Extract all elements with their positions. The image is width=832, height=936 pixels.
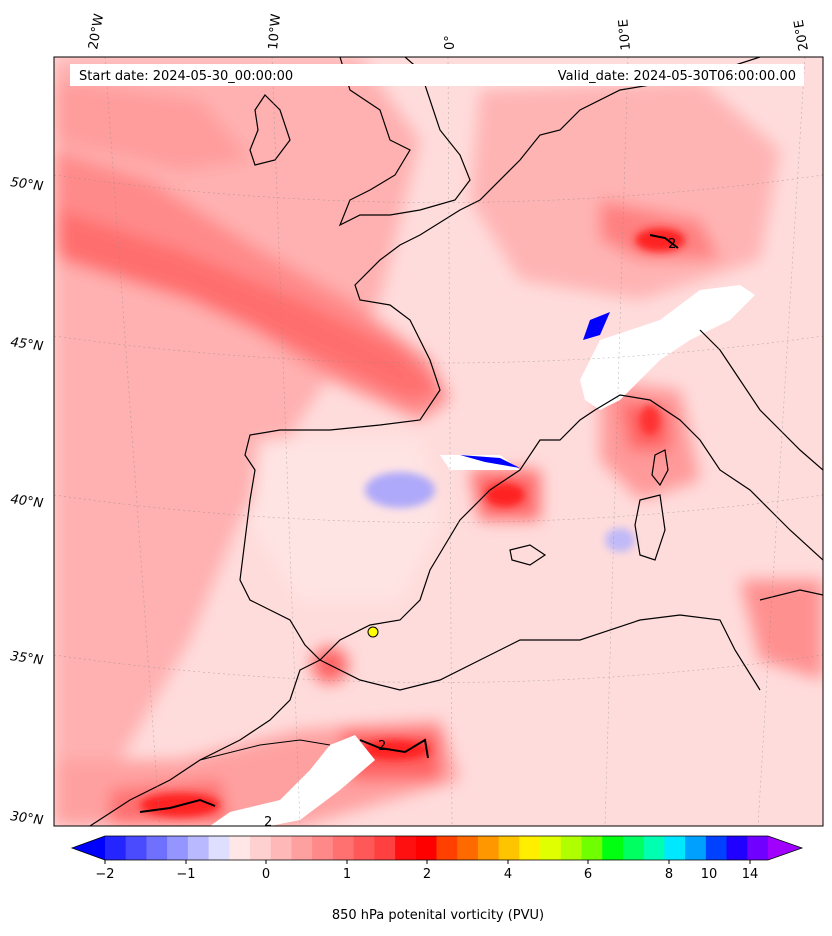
colorbar-cell xyxy=(105,836,127,860)
grid-lat-35 xyxy=(54,654,823,683)
colorbar-tick-label: 14 xyxy=(742,867,759,882)
colorbar-tick-label: −1 xyxy=(176,867,195,882)
grid-lon-10e xyxy=(604,57,629,826)
colorbar-cell xyxy=(312,836,334,860)
north-africa-med-coast xyxy=(319,614,761,691)
colorbar-cell xyxy=(436,836,458,860)
lon-label: 10°W xyxy=(266,13,284,50)
colorbar-cell xyxy=(477,836,500,860)
grid-lon-20e xyxy=(757,57,806,826)
sardinia-coast xyxy=(634,494,666,561)
colorbar-cell xyxy=(208,836,230,860)
colorbar-cell xyxy=(353,836,375,860)
grid-lon-10w xyxy=(271,57,301,826)
africa-border xyxy=(199,739,331,761)
colorbar-cell xyxy=(747,836,769,860)
header-box xyxy=(70,64,804,86)
masked-terrain xyxy=(210,285,755,826)
colorbar-tick-label: 10 xyxy=(701,867,718,882)
colorbar-ticks: −2 −1 0 1 2 4 6 8 10 14 xyxy=(95,860,758,882)
colorbar-cell xyxy=(125,836,147,860)
pv2-contours xyxy=(139,234,679,813)
colorbar-cell xyxy=(519,836,541,860)
valid-date-label: Valid_date: 2024-05-30T06:00:00.00 xyxy=(558,69,796,84)
pv2-contour-sw xyxy=(139,798,216,813)
colorbar-tick-label: 1 xyxy=(343,867,351,882)
colorbar-tick-label: 6 xyxy=(584,867,592,882)
lat-label: 50°N xyxy=(9,175,44,194)
lat-label: 35°N xyxy=(9,649,44,668)
coastlines xyxy=(89,57,823,826)
lon-label: 20°W xyxy=(86,13,107,51)
colorbar-cell xyxy=(146,836,168,860)
colorbar: −2 −1 0 1 2 4 6 8 10 14 850 hPa potenital vortici… xyxy=(70,835,804,923)
colorbar-cell xyxy=(726,836,748,860)
colorbar-cell xyxy=(498,836,520,860)
lat-label: 40°N xyxy=(9,492,44,511)
colorbar-cell xyxy=(602,836,624,860)
colorbar-title: 850 hPa potenital vorticity (PVU) xyxy=(332,908,544,923)
colorbar-tick-label: 8 xyxy=(665,867,673,882)
lat-label: 45°N xyxy=(9,335,44,354)
colorbar-cell xyxy=(622,836,645,860)
grid-lon-20w xyxy=(104,57,161,826)
sicily-coast xyxy=(759,589,823,601)
italy-coast xyxy=(699,329,823,471)
grid-lat-50 xyxy=(54,174,823,203)
lon-label: 0° xyxy=(443,35,458,50)
colorbar-min-extension xyxy=(72,836,105,860)
ireland-coast xyxy=(249,94,291,166)
graticule xyxy=(54,57,823,826)
colorbar-max-extension xyxy=(768,836,802,860)
western-europe-coast xyxy=(239,57,823,661)
morocco-atlantic-coast xyxy=(89,659,321,826)
colorbar-cell xyxy=(250,836,272,860)
colorbar-cell xyxy=(332,836,355,860)
colorbar-cell xyxy=(685,836,707,860)
colorbar-tick-label: 0 xyxy=(262,867,270,882)
colorbar-cell xyxy=(560,836,583,860)
lon-label: 20°E xyxy=(792,19,812,52)
colorbar-cell xyxy=(540,836,562,860)
map-panel: 2 2 2 Start date: 2024-05-30_00:00:00 Va… xyxy=(54,57,823,830)
lat-label: 30°N xyxy=(9,809,44,828)
grid-lat-45 xyxy=(54,335,823,364)
contour-label: 2 xyxy=(264,815,272,830)
map-frame xyxy=(53,56,824,827)
colorbar-cell xyxy=(291,836,313,860)
colorbar-cell xyxy=(664,836,686,860)
start-date-label: Start date: 2024-05-30_00:00:00 xyxy=(79,69,293,84)
lat-labels: 50°N 45°N 40°N 35°N 30°N xyxy=(9,175,44,828)
balearic-coast xyxy=(509,544,547,566)
lon-label: 10°E xyxy=(616,19,634,51)
colorbar-cell xyxy=(415,836,437,860)
colorbar-cell xyxy=(457,836,479,860)
colorbar-cell xyxy=(229,836,251,860)
corsica-coast xyxy=(651,449,669,487)
colorbar-cell xyxy=(187,836,210,860)
contour-label: 2 xyxy=(668,237,676,252)
pv2-contour-atlas xyxy=(359,738,429,759)
great-britain-coast xyxy=(338,57,471,227)
colorbar-cell xyxy=(270,836,292,860)
pv2-contour-alps xyxy=(649,234,679,249)
colorbar-tick-label: −2 xyxy=(95,867,114,882)
grid-lat-40 xyxy=(54,494,823,523)
colorbar-cell xyxy=(705,836,728,860)
colorbar-cell xyxy=(643,836,665,860)
lon-labels: 20°W 10°W 0° 10°E 20°E xyxy=(86,13,812,52)
grid-lon-0 xyxy=(447,57,453,826)
colorbar-tick-label: 4 xyxy=(504,867,512,882)
colorbar-cell xyxy=(167,836,189,860)
contour-label: 2 xyxy=(378,739,386,754)
pv-field-shading xyxy=(54,57,823,826)
colorbar-cell xyxy=(581,836,603,860)
colorbar-tick-label: 2 xyxy=(423,867,431,882)
colorbar-cell xyxy=(374,836,396,860)
colorbar-cell xyxy=(395,836,417,860)
colorbar-cells xyxy=(105,836,769,860)
